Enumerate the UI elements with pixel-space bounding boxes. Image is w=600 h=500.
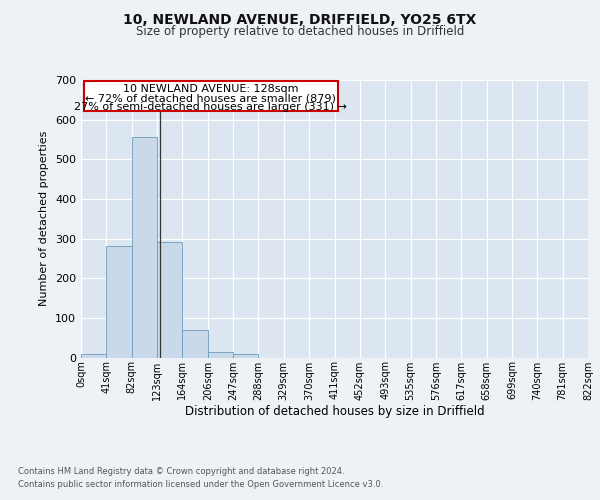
Text: 10 NEWLAND AVENUE: 128sqm: 10 NEWLAND AVENUE: 128sqm	[123, 84, 299, 94]
Text: Contains public sector information licensed under the Open Government Licence v3: Contains public sector information licen…	[18, 480, 383, 489]
Y-axis label: Number of detached properties: Number of detached properties	[40, 131, 49, 306]
Bar	[81, 354, 106, 358]
Bar	[157, 242, 182, 358]
Bar	[106, 246, 132, 358]
Text: 27% of semi-detached houses are larger (331) →: 27% of semi-detached houses are larger (…	[74, 102, 347, 112]
Bar	[132, 136, 157, 358]
Text: 10, NEWLAND AVENUE, DRIFFIELD, YO25 6TX: 10, NEWLAND AVENUE, DRIFFIELD, YO25 6TX	[124, 12, 476, 26]
Bar	[208, 352, 233, 358]
Text: Size of property relative to detached houses in Driffield: Size of property relative to detached ho…	[136, 25, 464, 38]
Text: ← 72% of detached houses are smaller (879): ← 72% of detached houses are smaller (87…	[85, 93, 336, 103]
Bar	[233, 354, 259, 358]
Bar	[182, 330, 208, 357]
X-axis label: Distribution of detached houses by size in Driffield: Distribution of detached houses by size …	[185, 405, 484, 418]
Text: Contains HM Land Registry data © Crown copyright and database right 2024.: Contains HM Land Registry data © Crown c…	[18, 467, 344, 476]
FancyBboxPatch shape	[84, 81, 338, 111]
